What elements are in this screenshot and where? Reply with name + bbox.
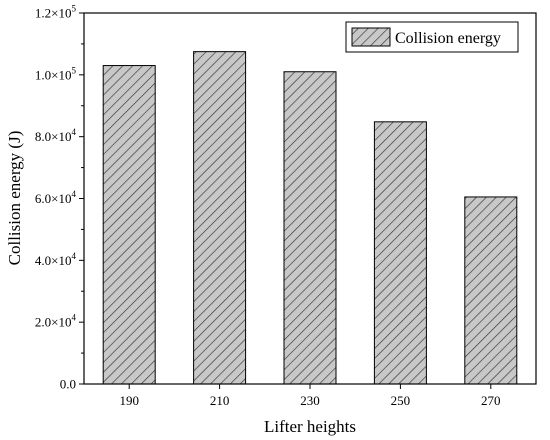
legend: Collision energy xyxy=(345,21,519,53)
y-tick-label: 1.0×105 xyxy=(35,65,77,82)
y-tick-label: 6.0×104 xyxy=(35,189,77,206)
bars-layer xyxy=(102,51,518,385)
bar-250 xyxy=(373,121,427,385)
bar-270 xyxy=(464,196,518,385)
bar-210 xyxy=(193,51,247,385)
x-axis-title: Lifter heights xyxy=(264,417,356,436)
x-tick-label: 210 xyxy=(210,393,230,408)
y-tick-label: 2.0×104 xyxy=(35,313,77,330)
x-tick-label: 250 xyxy=(391,393,411,408)
x-axis-ticks: 190 210 230 250 270 xyxy=(119,384,501,408)
y-tick-label: 1.2×105 xyxy=(35,4,77,21)
y-axis-title: Collision energy (J) xyxy=(5,131,24,266)
y-tick-label: 0.0 xyxy=(60,377,76,392)
y-tick-label: 8.0×104 xyxy=(35,127,77,144)
y-tick-label: 4.0×104 xyxy=(35,251,77,268)
legend-swatch xyxy=(351,27,391,47)
bar-230 xyxy=(283,71,337,385)
x-tick-label: 190 xyxy=(119,393,139,408)
legend-label: Collision energy xyxy=(395,30,501,47)
x-tick-label: 270 xyxy=(481,393,501,408)
y-axis-ticks: 0.0 2.0×104 4.0×104 6.0×104 8.0×104 1.0×105 1.… xyxy=(35,4,84,392)
bar-190 xyxy=(102,65,156,385)
x-tick-label: 230 xyxy=(300,393,320,408)
